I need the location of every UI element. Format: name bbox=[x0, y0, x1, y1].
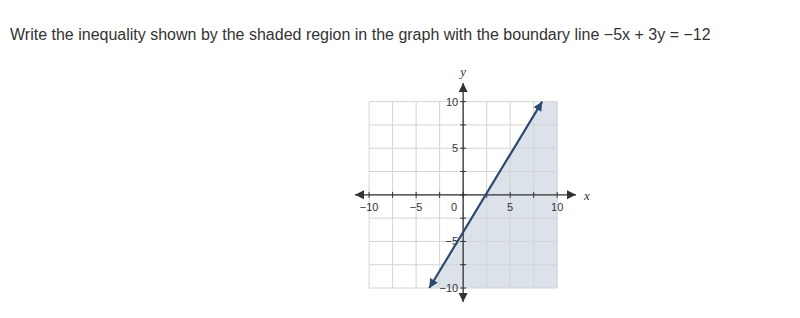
line-arrow bbox=[429, 278, 438, 288]
root: Write the inequality shown by the shaded… bbox=[0, 0, 800, 318]
x-tick-label: 0 bbox=[451, 201, 457, 213]
grid-line bbox=[510, 102, 511, 288]
grid-line bbox=[369, 101, 557, 102]
grid-line bbox=[533, 102, 534, 288]
grid-line bbox=[369, 264, 557, 265]
tick-mark bbox=[460, 288, 466, 289]
title: Write the inequality shown by the shaded… bbox=[10, 26, 711, 43]
tick-mark bbox=[557, 192, 558, 198]
x-tick-label: 10 bbox=[551, 201, 563, 213]
axis-arrow bbox=[459, 293, 468, 302]
grid-line bbox=[369, 171, 557, 172]
grid-line bbox=[369, 102, 370, 288]
x-tick-label: 5 bbox=[507, 201, 513, 213]
grid-line bbox=[392, 102, 393, 288]
y-tick-label: 5 bbox=[452, 142, 458, 154]
grid-line bbox=[369, 218, 557, 219]
y-tick-label: 10 bbox=[446, 96, 458, 108]
x-tick-label: −5 bbox=[410, 201, 423, 213]
tick-mark bbox=[460, 241, 466, 242]
tick-mark bbox=[533, 192, 534, 198]
grid-line bbox=[369, 288, 557, 289]
grid-line bbox=[369, 148, 557, 149]
grid-line bbox=[369, 241, 557, 242]
y-tick-label: −10 bbox=[439, 282, 458, 294]
axis-arrow bbox=[459, 83, 468, 92]
axis-arrow bbox=[567, 190, 576, 199]
grid-line bbox=[439, 102, 440, 288]
grid-line bbox=[557, 102, 558, 288]
y-axis bbox=[462, 83, 463, 302]
tick-mark bbox=[460, 148, 466, 149]
line-arrow bbox=[534, 102, 543, 112]
tick-mark bbox=[460, 101, 466, 102]
tick-mark bbox=[369, 192, 370, 198]
tick-mark bbox=[460, 124, 466, 125]
chart: Write the inequality shown by the shaded… bbox=[0, 0, 800, 318]
x-axis bbox=[355, 194, 576, 195]
tick-mark bbox=[416, 192, 417, 198]
tick-mark bbox=[460, 194, 466, 195]
axes: −10−50510−10−5510 bbox=[355, 83, 576, 302]
x-axis-label: x bbox=[583, 188, 590, 203]
boundary-line bbox=[429, 102, 542, 288]
grid-line bbox=[416, 102, 417, 288]
y-axis-label: y bbox=[458, 64, 466, 79]
line-group bbox=[429, 102, 542, 288]
tick-mark bbox=[460, 218, 466, 219]
tick-mark bbox=[460, 171, 466, 172]
x-tick-label: −10 bbox=[360, 201, 379, 213]
tick-mark bbox=[392, 192, 393, 198]
tick-mark bbox=[460, 264, 466, 265]
axis-arrow bbox=[355, 190, 364, 199]
tick-mark bbox=[510, 192, 511, 198]
tick-mark bbox=[439, 192, 440, 198]
